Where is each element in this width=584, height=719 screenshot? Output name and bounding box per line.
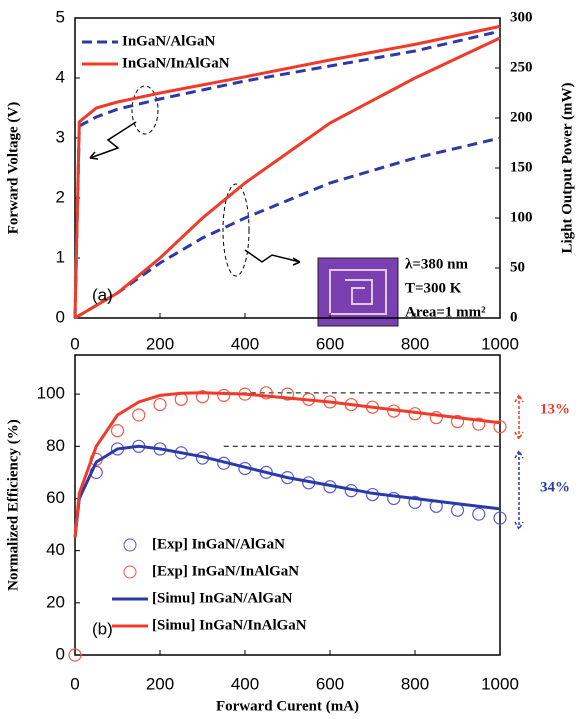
y2-tick-label: 50 bbox=[510, 259, 525, 275]
y-tick-label: 80 bbox=[46, 436, 65, 455]
data-point bbox=[387, 491, 401, 506]
annotation: λ=380 nm bbox=[405, 256, 469, 272]
y-tick-label: 40 bbox=[46, 540, 65, 559]
data-point bbox=[472, 507, 486, 521]
y2-tick-label: 150 bbox=[510, 159, 533, 175]
y-axis-label: Normalized Efficiency (%) bbox=[5, 419, 21, 591]
x-tick-label: 600 bbox=[316, 334, 344, 353]
pointer-arrow bbox=[89, 121, 137, 160]
y-tick-label: 3 bbox=[56, 127, 65, 146]
annotation: (b) bbox=[92, 619, 113, 638]
difference-arrow bbox=[514, 449, 524, 531]
data-point bbox=[68, 648, 82, 662]
legend-label: [Exp] InGaN/AlGaN bbox=[152, 536, 285, 552]
series-line bbox=[74, 36, 501, 320]
data-point bbox=[429, 411, 443, 425]
legend-label: [Exp] InGaN/InAlGaN bbox=[152, 563, 299, 579]
x-axis-label: Forward Curent (mA) bbox=[216, 698, 359, 714]
data-point bbox=[110, 424, 125, 438]
y-tick-label: 1 bbox=[56, 247, 65, 266]
data-point bbox=[450, 414, 465, 429]
annotation: 13% bbox=[540, 401, 570, 417]
annotation: (a) bbox=[92, 285, 113, 304]
annotation: 34% bbox=[540, 479, 570, 495]
y-tick-label: 2 bbox=[56, 187, 65, 206]
x-tick-label: 1000 bbox=[481, 334, 519, 353]
y2-tick-label: 300 bbox=[510, 9, 533, 25]
x-tick-label: 800 bbox=[401, 334, 429, 353]
inset-pattern bbox=[329, 269, 387, 315]
group-ellipse bbox=[222, 183, 250, 277]
legend-marker bbox=[123, 565, 137, 579]
x-tick-label: 1000 bbox=[481, 674, 519, 693]
legend-label: [Simu] InGaN/AlGaN bbox=[152, 590, 293, 606]
x-tick-label: 800 bbox=[401, 674, 429, 693]
x-tick-label: 0 bbox=[70, 334, 79, 353]
y-tick-label: 0 bbox=[56, 307, 65, 326]
y2-tick-label: 0 bbox=[510, 309, 518, 325]
series-line bbox=[73, 444, 501, 538]
data-point bbox=[493, 420, 507, 434]
y2-axis-label: Light Output Power (mW) bbox=[559, 83, 575, 254]
legend-label: InGaN/AlGaN bbox=[122, 33, 216, 49]
x-tick-label: 400 bbox=[231, 674, 259, 693]
data-point bbox=[408, 495, 422, 509]
x-tick-label: 400 bbox=[231, 334, 259, 353]
y2-tick-label: 100 bbox=[510, 209, 533, 225]
y-axis-label: Forward Voltage (V) bbox=[5, 102, 21, 234]
data-point bbox=[472, 417, 486, 431]
x-tick-label: 200 bbox=[146, 674, 174, 693]
series-line bbox=[73, 29, 501, 319]
group-ellipse bbox=[131, 85, 159, 135]
data-point bbox=[195, 390, 210, 404]
legend-label: InGaN/InAlGaN bbox=[122, 55, 230, 71]
data-point bbox=[153, 397, 167, 412]
y2-tick-label: 200 bbox=[510, 109, 533, 125]
data-point bbox=[280, 387, 295, 401]
x-tick-label: 0 bbox=[70, 674, 79, 693]
data-point bbox=[450, 503, 465, 517]
pointer-arrow bbox=[244, 249, 301, 266]
plot-frame bbox=[74, 354, 501, 656]
y2-tick-label: 250 bbox=[510, 59, 533, 75]
legend-label: [Simu] InGaN/InAlGaN bbox=[152, 617, 307, 633]
annotation: Area=1 mm² bbox=[405, 304, 486, 320]
y-tick-label: 20 bbox=[46, 592, 65, 611]
annotation: T=300 K bbox=[405, 280, 462, 296]
data-point bbox=[132, 408, 146, 422]
data-point bbox=[259, 386, 273, 400]
series-line bbox=[73, 24, 501, 319]
data-point bbox=[493, 511, 507, 525]
y-tick-label: 100 bbox=[37, 384, 65, 403]
y-tick-label: 5 bbox=[56, 7, 65, 26]
difference-arrow bbox=[514, 393, 524, 441]
y-tick-label: 4 bbox=[56, 67, 65, 86]
series-line bbox=[73, 391, 501, 538]
data-point bbox=[217, 388, 231, 403]
legend-marker bbox=[123, 538, 137, 552]
y-tick-label: 0 bbox=[56, 644, 65, 663]
x-tick-label: 600 bbox=[316, 674, 344, 693]
x-tick-label: 200 bbox=[146, 334, 174, 353]
y-tick-label: 60 bbox=[46, 488, 65, 507]
